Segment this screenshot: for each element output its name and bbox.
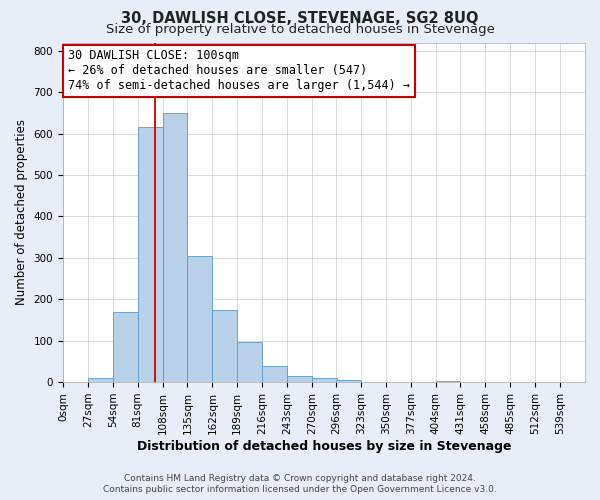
Bar [88, 378, 113, 382]
Bar [336, 380, 361, 382]
Bar [436, 381, 460, 382]
Text: 30, DAWLISH CLOSE, STEVENAGE, SG2 8UQ: 30, DAWLISH CLOSE, STEVENAGE, SG2 8UQ [121, 11, 479, 26]
Bar [237, 342, 262, 382]
Text: Contains HM Land Registry data © Crown copyright and database right 2024.
Contai: Contains HM Land Registry data © Crown c… [103, 474, 497, 494]
Bar [137, 128, 163, 382]
Text: 30 DAWLISH CLOSE: 100sqm
← 26% of detached houses are smaller (547)
74% of semi-: 30 DAWLISH CLOSE: 100sqm ← 26% of detach… [68, 50, 410, 92]
X-axis label: Distribution of detached houses by size in Stevenage: Distribution of detached houses by size … [137, 440, 511, 452]
Bar [113, 312, 137, 382]
Y-axis label: Number of detached properties: Number of detached properties [15, 120, 28, 306]
Bar [212, 310, 237, 382]
Bar [262, 366, 287, 382]
Bar [163, 113, 187, 382]
Text: Size of property relative to detached houses in Stevenage: Size of property relative to detached ho… [106, 24, 494, 36]
Bar [287, 376, 312, 382]
Bar [312, 378, 337, 382]
Bar [187, 256, 212, 382]
